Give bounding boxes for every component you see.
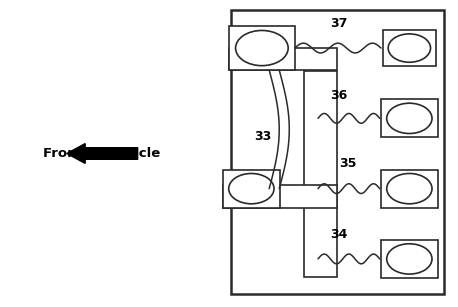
Bar (223, 185, 337, 208)
Text: 36: 36 (330, 89, 347, 102)
Circle shape (229, 173, 274, 204)
Bar (304, 71, 337, 277)
Bar (381, 170, 438, 208)
Bar (223, 170, 280, 208)
Text: Front of vehicle: Front of vehicle (43, 147, 160, 160)
Text: 34: 34 (330, 227, 347, 241)
Circle shape (388, 34, 431, 62)
Circle shape (387, 244, 432, 274)
Bar (231, 10, 444, 294)
Bar (381, 99, 438, 137)
Text: 33: 33 (255, 130, 272, 143)
Bar (229, 48, 337, 70)
Text: 35: 35 (339, 157, 356, 170)
Circle shape (235, 30, 288, 66)
Text: 37: 37 (330, 17, 347, 30)
Bar (383, 30, 436, 66)
Bar (229, 26, 295, 70)
FancyArrow shape (67, 144, 138, 163)
Circle shape (387, 173, 432, 204)
Circle shape (387, 103, 432, 134)
Bar (381, 240, 438, 278)
